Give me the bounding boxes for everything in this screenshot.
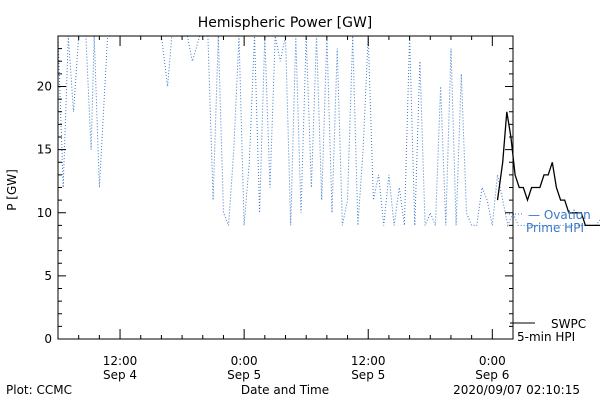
footer-timestamp: 2020/09/07 02:10:15 xyxy=(453,383,580,397)
y-tick-label: 0 xyxy=(44,332,52,346)
legend-ovation-line2: Prime HPI xyxy=(526,221,584,235)
x-tick-time-label: 0:00 xyxy=(479,354,506,368)
x-tick-date-label: Sep 4 xyxy=(103,368,137,382)
y-tick-label: 10 xyxy=(37,206,52,220)
series-layer xyxy=(57,35,600,228)
x-tick-date-label: Sep 6 xyxy=(475,368,509,382)
y-tick-label: 20 xyxy=(37,80,52,94)
legend-swpc-line1: SWPC xyxy=(551,317,586,331)
y-axis-label: P [GW] xyxy=(5,169,19,211)
x-tick-time-label: 0:00 xyxy=(231,354,258,368)
plot-frame xyxy=(57,35,514,340)
chart-title: Hemispheric Power [GW] xyxy=(198,15,373,31)
x-tick-time-label: 12:00 xyxy=(103,354,138,368)
legend-ovation-line1: — Ovation xyxy=(528,208,591,222)
x-tick-date-label: Sep 5 xyxy=(227,368,261,382)
y-tick-label: 15 xyxy=(37,143,52,157)
y-tick-label: 5 xyxy=(44,269,52,283)
x-tick-date-label: Sep 5 xyxy=(351,368,385,382)
x-tick-time-label: 12:00 xyxy=(351,354,386,368)
legend-swpc-line2: 5-min HPI xyxy=(517,330,575,344)
series-line-swpc-5min-hpi xyxy=(496,111,600,227)
series-line-ovation-prime-hpi xyxy=(57,35,600,228)
footer-plot-source: Plot: CCMC xyxy=(6,383,72,397)
x-axis-label: Date and Time xyxy=(241,383,329,397)
